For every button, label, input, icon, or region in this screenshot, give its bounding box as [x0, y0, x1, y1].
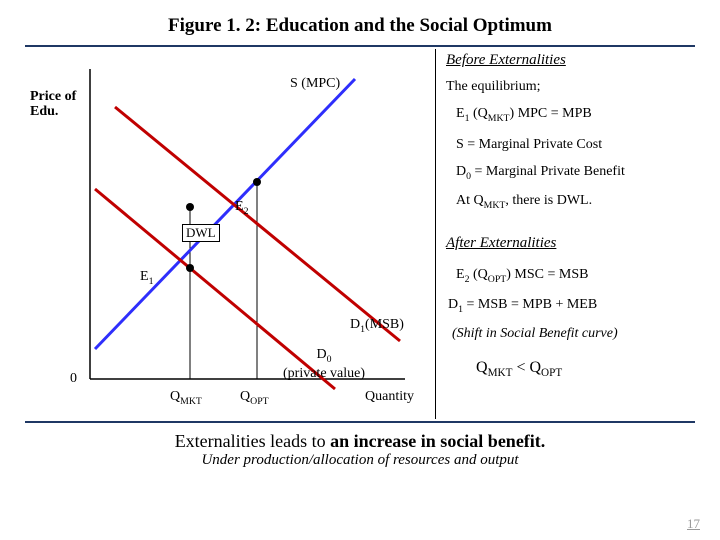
y-axis-label: Price ofEdu.: [30, 89, 76, 120]
chart-svg: [25, 49, 435, 419]
before-heading: Before Externalities: [446, 49, 695, 72]
x-axis-label: Quantity: [365, 389, 414, 405]
d0-label: D0(private value): [283, 347, 365, 381]
after-d1-line: D1 = MSB = MPB + MEB: [448, 294, 695, 317]
footer: Externalities leads to an increase in so…: [25, 431, 695, 469]
bottom-rule: [25, 421, 695, 423]
after-shift-line: (Shift in Social Benefit curve): [452, 323, 695, 344]
x-tick-opt: QOPT: [240, 389, 269, 407]
supply-label: S (MPC): [290, 76, 340, 92]
after-compare-line: QMKT < QOPT: [476, 356, 695, 382]
before-intro: The equilibrium;: [446, 76, 695, 97]
e2-label: E2: [235, 199, 248, 217]
page-number: 17: [687, 516, 700, 532]
origin-label: 0: [70, 371, 77, 387]
top-rule: [25, 45, 695, 47]
d1-label: D1(MSB): [350, 317, 404, 335]
before-e1-line: E1 (QMKT) MPC = MPB: [456, 103, 695, 126]
side-panel: Before Externalities The equilibrium; E1…: [435, 49, 695, 419]
x-tick-mkt: QMKT: [170, 389, 202, 407]
e1-label: E1: [140, 269, 153, 287]
footer-line2: Under production/allocation of resources…: [25, 452, 695, 469]
before-s-line: S = Marginal Private Cost: [456, 134, 695, 155]
chart-area: Price ofEdu. 0 S (MPC) E2 E1 DWL D1(MSB)…: [25, 49, 435, 419]
after-heading: After Externalities: [446, 232, 695, 255]
figure-title: Figure 1. 2: Education and the Social Op…: [25, 15, 695, 37]
before-d0-line: D0 = Marginal Private Benefit: [456, 161, 695, 184]
before-at-line: At QMKT, there is DWL.: [456, 190, 695, 213]
content-row: Price ofEdu. 0 S (MPC) E2 E1 DWL D1(MSB)…: [25, 49, 695, 419]
after-e2-line: E2 (QOPT) MSC = MSB: [456, 264, 695, 287]
footer-line1: Externalities leads to an increase in so…: [25, 431, 695, 452]
dwl-label: DWL: [182, 224, 220, 242]
